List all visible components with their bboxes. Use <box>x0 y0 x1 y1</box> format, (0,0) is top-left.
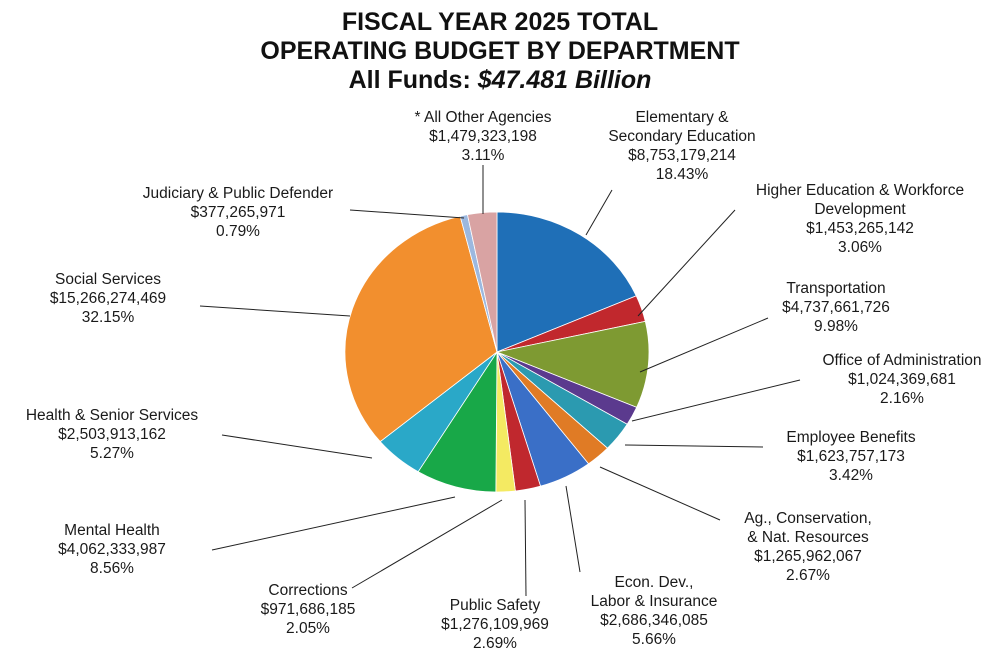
slice-label-11-line-0: Social Services <box>55 271 161 288</box>
slice-label-9-line-0: Mental Health <box>64 522 160 539</box>
slice-label-9-line-2: 8.56% <box>90 560 134 577</box>
pie-slices <box>344 211 650 493</box>
slice-label-13-line-1: $1,479,323,198 <box>429 128 537 145</box>
slice-label-1-line-2: $1,453,265,142 <box>806 220 914 237</box>
pie-slice-11 <box>344 215 498 443</box>
slice-label-8-line-2: 2.05% <box>286 620 330 637</box>
slice-label-4-line-1: $1,623,757,173 <box>797 448 905 465</box>
slice-label-1-line-3: 3.06% <box>838 239 882 256</box>
leader-line-8 <box>351 499 503 589</box>
slice-labels: Elementary & Secondary Education $8,753,17… <box>26 109 982 652</box>
leader-line-12 <box>349 209 465 219</box>
leader-line-1 <box>637 209 736 317</box>
slice-label-13-line-2: 3.11% <box>462 147 505 164</box>
slice-label-3-line-0: Office of Administration <box>822 352 981 369</box>
slice-label-8-line-0: Corrections <box>268 582 347 599</box>
leader-line-11 <box>199 305 351 317</box>
leader-line-7 <box>524 499 527 597</box>
leader-line-10 <box>221 434 373 459</box>
leader-line-2 <box>639 317 769 373</box>
leader-line-9 <box>211 496 456 551</box>
slice-label-6-line-3: 5.66% <box>632 631 676 648</box>
slice-label-0-line-0: Elementary & <box>635 109 729 126</box>
slice-label-6-line-1: Labor & Insurance <box>591 593 718 610</box>
slice-label-1-line-0: Higher Education & Workforce <box>756 182 964 199</box>
slice-label-7-line-2: 2.69% <box>473 635 517 652</box>
slice-label-5-line-2: $1,265,962,067 <box>754 548 862 565</box>
slice-label-12-line-1: $377,265,971 <box>191 204 286 221</box>
slice-label-13-line-0: * All Other Agencies <box>415 109 552 126</box>
slice-label-12-line-2: 0.79% <box>216 223 260 240</box>
slice-label-6-line-0: Econ. Dev., <box>615 574 694 591</box>
slice-label-10-line-2: 5.27% <box>90 445 134 462</box>
leader-line-3 <box>631 379 801 422</box>
chart-title-block: FISCAL YEAR 2025 TOTAL OPERATING BUDGET … <box>0 8 1000 95</box>
leader-line-4 <box>624 444 764 448</box>
slice-label-7-line-0: Public Safety <box>450 597 541 614</box>
chart-subtitle: OPERATING BUDGET BY DEPARTMENT <box>260 37 740 65</box>
slice-label-2-line-2: 9.98% <box>814 318 858 335</box>
slice-label-2-line-1: $4,737,661,726 <box>782 299 890 316</box>
slice-label-4-line-0: Employee Benefits <box>786 429 915 446</box>
leader-line-6 <box>565 485 581 573</box>
slice-label-10-line-0: Health & Senior Services <box>26 407 199 424</box>
slice-label-3-line-2: 2.16% <box>880 390 924 407</box>
leader-line-0 <box>585 189 613 236</box>
pie-slice-0 <box>496 211 637 353</box>
slice-label-5-line-1: & Nat. Resources <box>747 529 869 546</box>
slice-label-2-line-0: Transportation <box>786 280 885 297</box>
slice-label-6-line-2: $2,686,346,085 <box>600 612 708 629</box>
pie-slice-2 <box>495 320 650 408</box>
slice-label-3-line-1: $1,024,369,681 <box>848 371 956 388</box>
slice-label-5-line-0: Ag., Conservation, <box>744 510 872 527</box>
chart-total-value: $47.481 Billion <box>477 66 652 94</box>
chart-total: All Funds: $47.481 Billion <box>0 66 1000 95</box>
slice-label-8-line-1: $971,686,185 <box>261 601 356 618</box>
slice-label-5-line-3: 2.67% <box>786 567 830 584</box>
slice-label-10-line-1: $2,503,913,162 <box>58 426 166 443</box>
pie-slice-13 <box>467 211 498 353</box>
slice-label-0-line-1: Secondary Education <box>608 128 755 145</box>
slice-label-12-line-0: Judiciary & Public Defender <box>143 185 333 202</box>
slice-label-4-line-2: 3.42% <box>829 467 873 484</box>
slice-label-11-line-1: $15,266,274,469 <box>50 290 166 307</box>
slice-label-9-line-1: $4,062,333,987 <box>58 541 166 558</box>
slice-label-0-line-2: $8,753,179,214 <box>628 147 736 164</box>
slice-label-11-line-2: 32.15% <box>82 309 135 326</box>
chart-title: FISCAL YEAR 2025 TOTAL <box>341 8 659 36</box>
slice-label-0-line-3: 18.43% <box>656 166 709 183</box>
chart-total-prefix: All Funds: <box>348 66 478 94</box>
slice-label-7-line-1: $1,276,109,969 <box>441 616 549 633</box>
slice-label-1-line-1: Development <box>814 201 906 218</box>
leader-line-5 <box>599 466 721 521</box>
